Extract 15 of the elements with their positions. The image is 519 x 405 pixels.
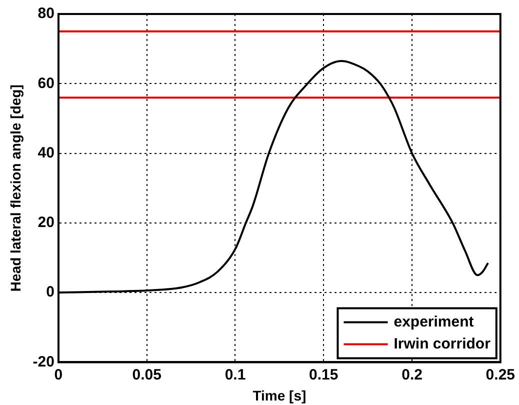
y-axis-title: Head lateral flexion angle [deg] xyxy=(7,84,24,292)
y-tick-label: 0 xyxy=(46,284,54,301)
x-tick-label: 0.05 xyxy=(132,366,162,384)
x-tick-label: 0.15 xyxy=(309,366,338,384)
y-tick-label: 60 xyxy=(38,74,54,92)
y-tick-label: 40 xyxy=(38,144,54,162)
x-axis-title: Time [s] xyxy=(252,387,306,404)
x-tick-label: 0.25 xyxy=(486,366,516,384)
y-tick-label: 20 xyxy=(38,214,54,232)
x-tick-label: 0.2 xyxy=(402,366,422,384)
legend-label: Irwin corridor xyxy=(394,335,491,352)
legend-label: experiment xyxy=(394,313,474,330)
y-tick-label: 80 xyxy=(38,5,54,22)
x-tick-label: 0.1 xyxy=(224,366,246,384)
y-tick-label: -20 xyxy=(32,353,54,370)
